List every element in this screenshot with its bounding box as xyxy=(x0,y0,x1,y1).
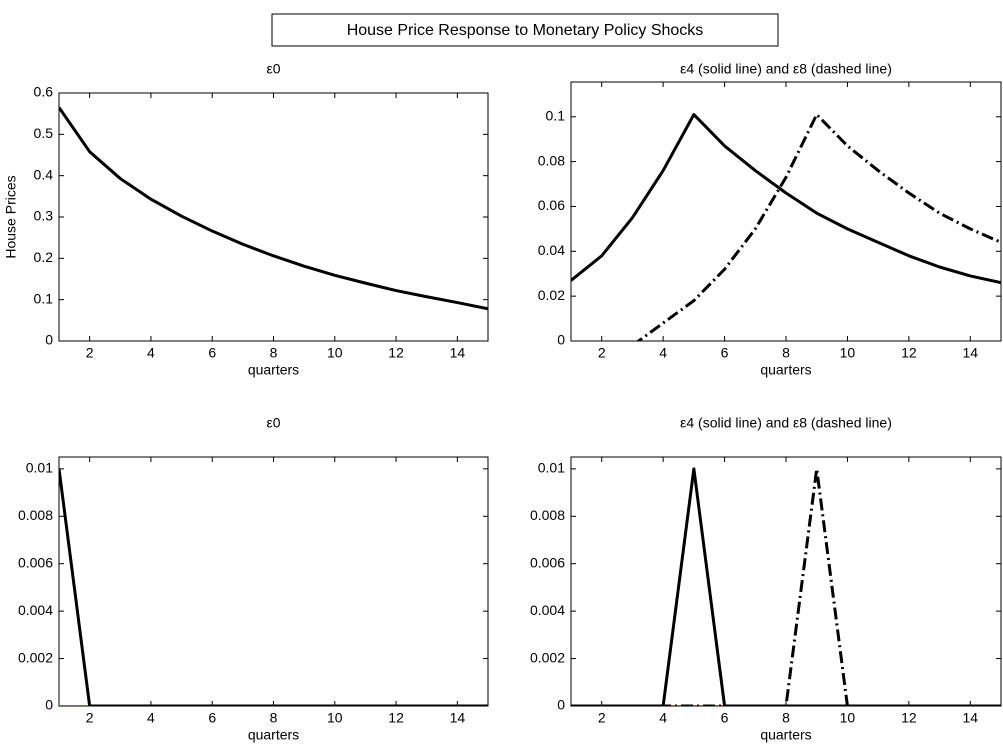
x-axis-label: quarters xyxy=(760,362,811,378)
y-tick-label: 0.04 xyxy=(538,242,565,258)
figure-title: House Price Response to Monetary Policy … xyxy=(347,22,704,39)
axes: 0 0.1 0.2 0.3 0.4 0.5 0.6 2 4 6 8 10 12 14 ε0 quarters H… xyxy=(3,61,489,378)
y-tick-label: 0 xyxy=(45,697,53,713)
x-tick-label: 12 xyxy=(901,345,917,361)
x-tick-label: 2 xyxy=(598,710,606,726)
x-tick-label: 4 xyxy=(147,710,155,726)
x-tick-label: 4 xyxy=(147,345,155,361)
x-tick-label: 6 xyxy=(721,710,729,726)
x-axis-label: quarters xyxy=(248,362,299,378)
x-tick-label: 6 xyxy=(208,345,216,361)
y-tick-label: 0.1 xyxy=(34,290,54,306)
title-box xyxy=(271,13,779,47)
x-tick-label: 6 xyxy=(721,345,729,361)
y-tick-label: 0.01 xyxy=(538,460,565,476)
y-tick-label: 0 xyxy=(557,697,565,713)
x-tick-label: 2 xyxy=(86,345,94,361)
y-tick-label: 0 xyxy=(557,332,565,348)
y-tick-label: 0.06 xyxy=(538,197,565,213)
y-tick-label: 0 xyxy=(45,332,53,348)
x-tick-label: 14 xyxy=(962,345,978,361)
x-tick-label: 12 xyxy=(388,345,404,361)
y-tick-label: 0.006 xyxy=(18,554,53,570)
chart-title: ε0 xyxy=(266,415,280,431)
x-axis-label: quarters xyxy=(248,727,299,743)
x-tick-label: 2 xyxy=(86,710,94,726)
y-tick-label: 0.08 xyxy=(538,152,565,168)
y-tick-label: 0.02 xyxy=(538,287,565,303)
plot-area xyxy=(59,106,488,311)
y-tick-label: 0.008 xyxy=(530,507,565,523)
chart-title: ε4 (solid line) and ε8 (dashed line) xyxy=(680,61,892,77)
y-tick-label: 0.006 xyxy=(530,554,565,570)
y-tick-label: 0.002 xyxy=(530,649,565,665)
x-tick-label: 10 xyxy=(327,710,343,726)
x-tick-label: 4 xyxy=(659,345,667,361)
x-tick-label: 12 xyxy=(901,710,917,726)
x-tick-label: 2 xyxy=(598,345,606,361)
x-tick-label: 8 xyxy=(782,710,790,726)
x-tick-label: 14 xyxy=(962,710,978,726)
x-tick-label: 8 xyxy=(270,345,278,361)
series-line xyxy=(571,113,1001,285)
axes-box xyxy=(570,81,1002,342)
chart-title: ε0 xyxy=(266,61,280,77)
y-tick-label: 0.2 xyxy=(34,249,54,265)
y-tick-label: 0.3 xyxy=(34,208,54,224)
axes-box xyxy=(58,456,489,707)
y-tick-label: 0.4 xyxy=(34,166,54,182)
x-tick-label: 4 xyxy=(659,710,667,726)
series-line xyxy=(59,106,488,311)
y-tick-label: 0.004 xyxy=(18,602,53,618)
axes: 0 0.02 0.04 0.06 0.08 0.1 2 4 6 8 10 12 14 ε4 (solid … xyxy=(538,61,1002,378)
y-tick-label: 0.5 xyxy=(34,125,54,141)
y-tick-label: 0.6 xyxy=(34,84,54,100)
x-tick-label: 8 xyxy=(782,345,790,361)
axes: 0 0.002 0.004 0.006 0.008 0.01 2 4 6 8 10 12 14 ε4 (s… xyxy=(530,415,1002,743)
x-tick-label: 14 xyxy=(450,345,466,361)
y-axis-label: House Prices xyxy=(3,175,19,258)
x-tick-label: 10 xyxy=(840,345,856,361)
chart-title: ε4 (solid line) and ε8 (dashed line) xyxy=(680,415,892,431)
y-tick-label: 0.1 xyxy=(546,107,566,123)
axes-box xyxy=(58,92,489,342)
x-tick-label: 12 xyxy=(388,710,404,726)
x-tick-label: 6 xyxy=(208,710,216,726)
x-tick-label: 14 xyxy=(450,710,466,726)
y-tick-label: 0.002 xyxy=(18,649,53,665)
y-tick-label: 0.01 xyxy=(26,460,53,476)
x-tick-label: 10 xyxy=(840,710,856,726)
x-axis-label: quarters xyxy=(760,727,811,743)
plot-area xyxy=(571,113,1001,341)
y-tick-label: 0.004 xyxy=(530,602,565,618)
y-tick-label: 0.008 xyxy=(18,507,53,523)
axes-box xyxy=(570,456,1002,707)
x-tick-label: 8 xyxy=(270,710,278,726)
x-tick-label: 10 xyxy=(327,345,343,361)
series-line xyxy=(636,113,1001,341)
axes: 0 0.002 0.004 0.006 0.008 0.01 2 4 6 8 10 12 14 ε0 qua… xyxy=(18,415,489,743)
